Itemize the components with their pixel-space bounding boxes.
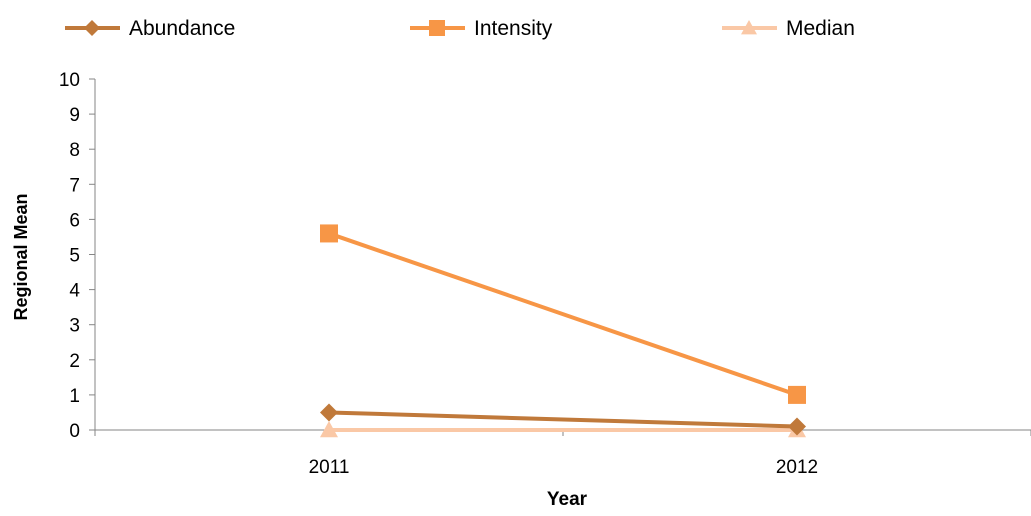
legend-label: Intensity (474, 17, 553, 40)
y-tick-label: 9 (69, 105, 80, 126)
axes: 0 1 2 3 4 5 6 7 8 9 10 2011 2012 (59, 70, 1031, 478)
data-point (788, 385, 806, 404)
data-point (788, 417, 806, 436)
x-tick-label: 2012 (776, 457, 818, 478)
legend-marker (741, 20, 757, 35)
legend-label: Median (786, 17, 855, 40)
y-tick-label: 1 (69, 386, 80, 407)
y-tick-label: 2 (69, 351, 80, 372)
x-tick-label: 2011 (309, 457, 350, 478)
legend-item-median: Median (722, 17, 855, 40)
legend-item-intensity: Intensity (410, 17, 553, 40)
legend-marker (429, 20, 445, 36)
series-line (328, 231, 798, 397)
series-abundance (320, 403, 806, 436)
x-axis-label: Year (547, 489, 588, 510)
legend-item-abundance: Abundance (65, 17, 235, 40)
y-tick-label: 6 (69, 210, 80, 231)
y-tick-label: 10 (59, 70, 80, 91)
data-point (320, 224, 338, 243)
y-tick-label: 7 (69, 175, 80, 196)
y-tick-label: 3 (69, 316, 80, 337)
legend: Abundance Intensity Median (65, 17, 855, 40)
series-layer (320, 224, 806, 438)
y-tick-label: 8 (69, 140, 80, 161)
y-tick-label: 0 (69, 421, 80, 442)
series-line (328, 410, 798, 429)
legend-marker (84, 20, 100, 36)
legend-label: Abundance (129, 17, 235, 40)
data-point (320, 421, 338, 438)
y-axis-label: Regional Mean (11, 193, 31, 320)
data-point (320, 403, 338, 422)
y-tick-label: 5 (69, 246, 80, 267)
y-tick-label: 4 (69, 281, 80, 302)
series-intensity (320, 224, 806, 404)
